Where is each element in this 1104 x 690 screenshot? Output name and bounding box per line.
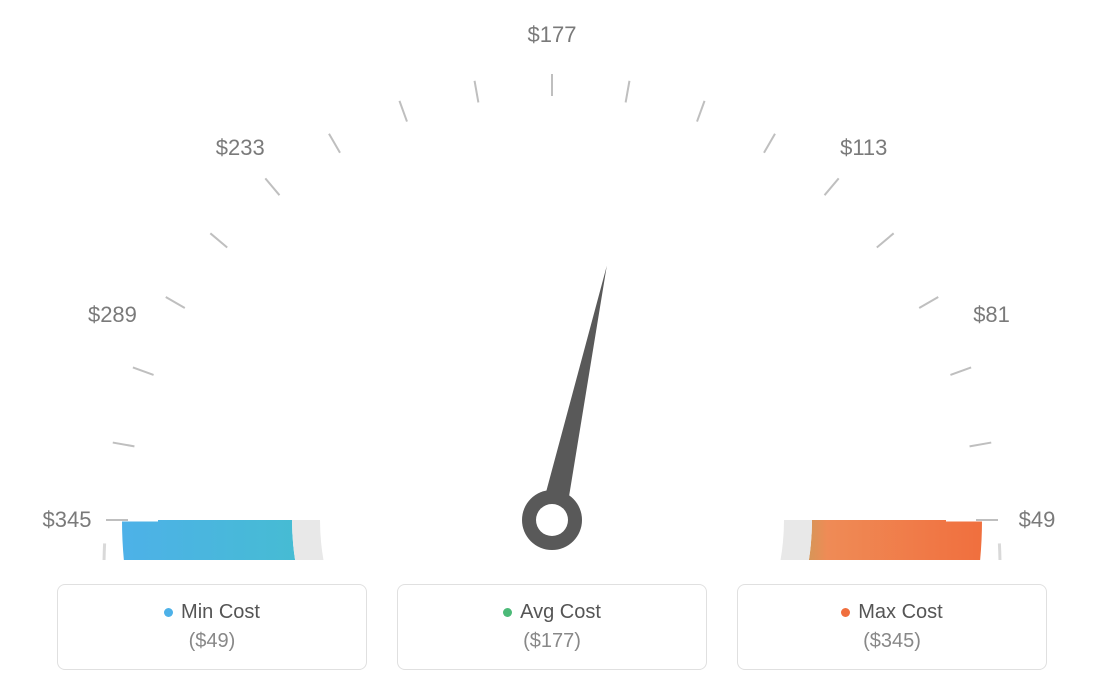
legend-card-max: Max Cost ($345) xyxy=(737,584,1047,670)
legend-value-min: ($49) xyxy=(78,630,346,653)
gauge-tick-label: $81 xyxy=(973,302,1010,328)
legend-label-min: Min Cost xyxy=(164,601,260,624)
gauge-tick-label: $289 xyxy=(88,302,137,328)
gauge-tick-label: $345 xyxy=(43,507,92,533)
legend-label-avg-text: Avg Cost xyxy=(520,601,601,624)
legend-label-min-text: Min Cost xyxy=(181,601,260,624)
legend-dot-min xyxy=(164,608,173,617)
legend-card-min: Min Cost ($49) xyxy=(57,584,367,670)
gauge-tick-label: $113 xyxy=(840,135,887,161)
gauge-svg xyxy=(0,0,1104,560)
legend-dot-avg xyxy=(503,608,512,617)
cost-gauge-chart: $49 $81 $113 $177 $233 $289 $345 Min Cost ($49… xyxy=(0,0,1104,690)
legend-label-avg: Avg Cost xyxy=(503,601,601,624)
gauge-tick-label: $177 xyxy=(528,22,577,48)
legend-value-max: ($345) xyxy=(758,630,1026,653)
gauge-area: $49 $81 $113 $177 $233 $289 $345 xyxy=(0,0,1104,560)
legend-label-max: Max Cost xyxy=(841,601,942,624)
legend-card-avg: Avg Cost ($177) xyxy=(397,584,707,670)
gauge-tick-label: $233 xyxy=(216,135,265,161)
gauge-tick-label: $49 xyxy=(1019,507,1056,533)
legend-dot-max xyxy=(841,608,850,617)
legend-row: Min Cost ($49) Avg Cost ($177) Max Cost … xyxy=(0,584,1104,670)
legend-label-max-text: Max Cost xyxy=(858,601,942,624)
legend-value-avg: ($177) xyxy=(418,630,686,653)
